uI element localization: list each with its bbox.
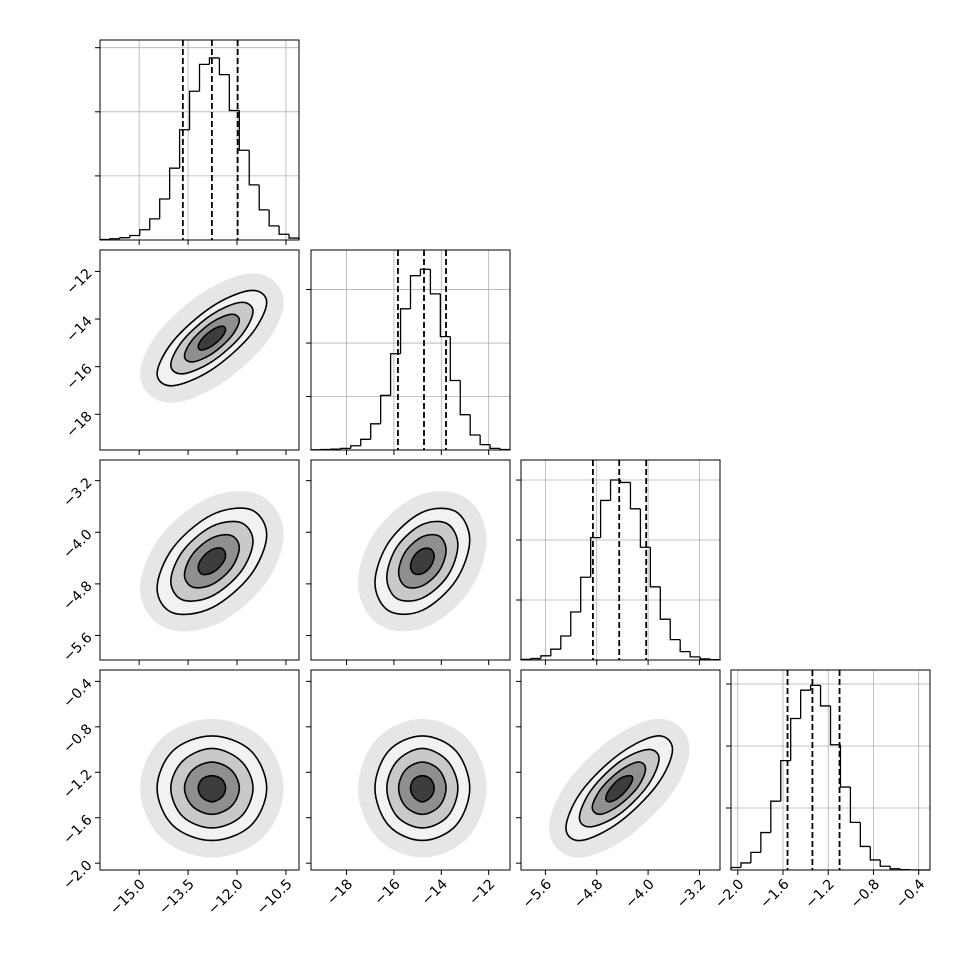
panel-frame [99,459,300,661]
histogram-step [649,547,661,588]
contour [197,325,227,351]
histogram-step [340,447,351,450]
histogram-step [429,269,441,295]
histogram-step [689,651,701,658]
histogram-step [169,167,180,199]
histogram-step [238,110,250,151]
histogram-step [530,657,541,660]
histogram-step [248,150,260,186]
histogram-step [829,705,841,746]
contour [409,774,435,803]
panel-frame [520,459,721,661]
histogram-step [669,619,681,641]
histogram-step [869,846,881,861]
histogram-step [149,218,160,230]
panel-frame [99,669,300,871]
panel-frame [310,249,511,451]
histogram-step [360,438,371,446]
histogram-step [198,63,210,92]
panel-background [521,460,720,660]
histogram-step [139,229,150,236]
histogram-step [258,184,270,211]
histogram-step [399,308,411,354]
panel-frame [99,249,300,451]
histogram-step [449,336,461,382]
histogram-step [419,268,431,276]
density [140,273,284,403]
histogram-step [188,90,200,130]
density [140,491,284,632]
contour [409,547,435,576]
histogram-step [119,237,130,239]
histogram-step [639,508,651,548]
histogram-step [208,57,220,65]
panel-frame [520,669,721,871]
panel-frame [99,39,300,241]
histogram-step [790,717,801,761]
histogram-step [489,444,501,450]
histogram-step [849,787,861,824]
histogram-step [760,831,771,853]
histogram-step [580,576,591,613]
histogram-step [540,655,551,659]
histogram-step [619,480,631,484]
histogram-step [819,685,831,707]
density [357,491,487,632]
histogram-step [550,648,561,656]
histogram-step [439,293,451,338]
histogram-step [599,499,611,538]
histogram-step [879,859,891,867]
histogram-step [740,862,751,868]
histogram-step [629,482,641,510]
histogram-step [609,479,621,501]
density [357,718,487,858]
histogram-step [570,611,581,637]
histogram-step [178,129,190,169]
histogram-step [679,639,691,653]
histogram-step [750,851,761,863]
histogram-step [560,635,571,650]
histogram-step [809,684,821,691]
contour [197,547,227,576]
histogram-step [770,800,781,833]
contour [604,774,634,803]
histogram-step [469,414,481,436]
histogram-step [218,57,230,76]
histogram-step [109,238,120,240]
histogram-step [859,822,871,848]
panel-frame [310,669,511,871]
histogram-step [268,209,280,227]
histogram-step [350,445,361,449]
histogram-step [278,225,290,235]
histogram-step [889,866,901,870]
histogram-step [699,656,711,660]
histogram-step [228,74,240,112]
histogram-step [159,198,170,219]
histogram-step [380,394,391,424]
histogram-step [659,586,671,620]
panel-frame [730,669,931,871]
panel-frame [310,459,511,661]
contour [197,774,227,803]
density [140,718,284,858]
histogram-step [370,423,381,440]
histogram-step [590,536,601,578]
histogram-step [479,435,491,446]
histogram-step [409,275,421,309]
histogram-step [459,380,471,416]
histogram-step [800,689,811,719]
histogram-step [129,234,140,238]
density [548,718,690,858]
histogram-step [839,744,851,788]
panel-background [731,670,930,870]
